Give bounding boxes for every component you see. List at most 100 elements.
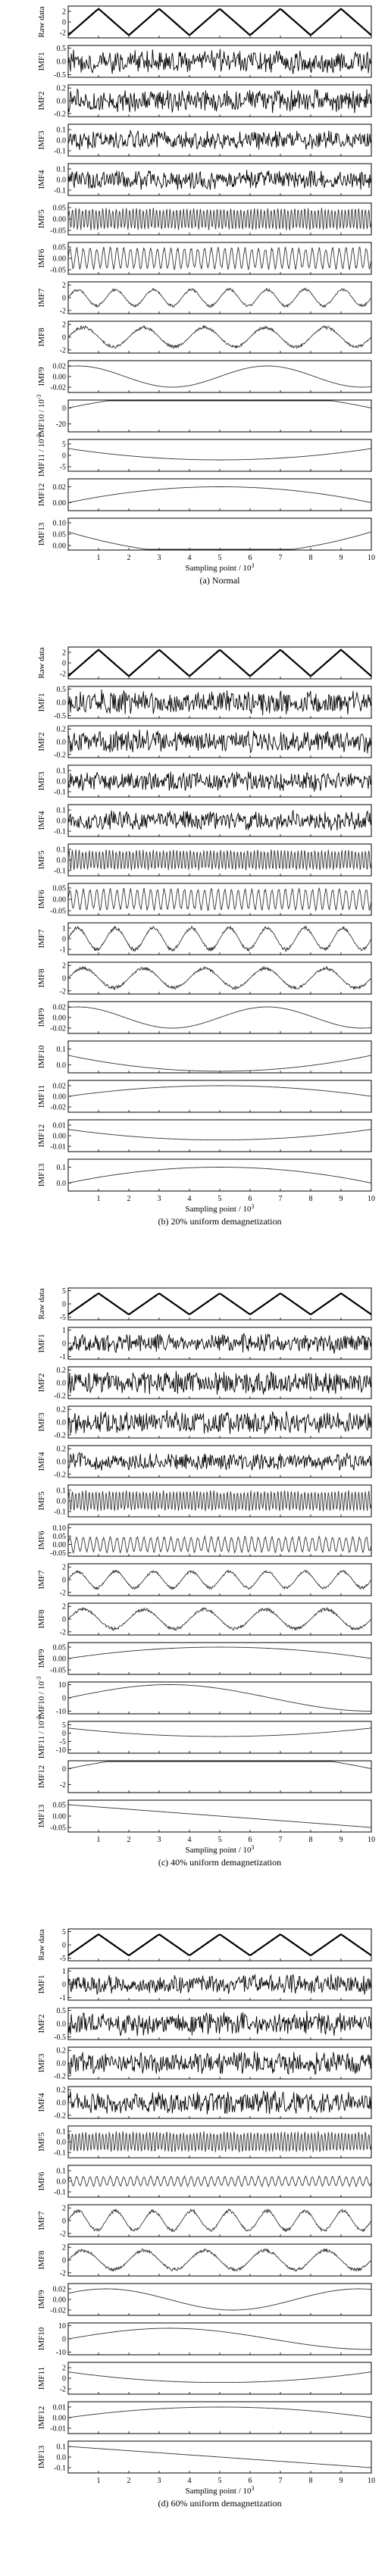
- panel-label: IMF4: [37, 811, 46, 830]
- y-tick-label: 0.1: [57, 1046, 67, 1054]
- y-tick-label: 0.05: [53, 205, 67, 213]
- x-tick-label: 6: [249, 1195, 252, 1203]
- y-tick-label: 0: [62, 2257, 66, 2265]
- panel-imf5: 0.1 0.0 -0.1 IMF5: [37, 1484, 372, 1518]
- panel-imf3: 0.2 0.0 -0.2 IMF3: [37, 2046, 372, 2080]
- y-tick-label: -0.1: [54, 868, 66, 876]
- signal-line: [67, 887, 372, 912]
- panel-label: IMF10 / 10-3: [36, 395, 47, 438]
- y-tick-label: -20: [56, 420, 66, 429]
- x-tick-label: 9: [340, 2477, 343, 2485]
- panel-frame: [67, 2007, 372, 2040]
- y-tick-label: -0.05: [50, 267, 66, 275]
- y-tick-label: 0.2: [57, 2087, 67, 2095]
- signal-line: [67, 245, 372, 271]
- y-tick-label: 0.1: [57, 1164, 67, 1172]
- y-tick-label: 0.0: [57, 1419, 67, 1427]
- y-tick-label: 0.00: [53, 1541, 67, 1549]
- panel-label: IMF9: [37, 2290, 46, 2309]
- panel-frame: [67, 1760, 372, 1793]
- signal-line: [67, 48, 372, 74]
- y-tick-label: -0.1: [54, 2465, 66, 2473]
- signal-line: [67, 170, 372, 190]
- y-tick-label: -0.1: [54, 828, 66, 836]
- panel-label: IMF9: [37, 1008, 46, 1027]
- signal-line: [67, 1333, 372, 1354]
- signal-line: [67, 2248, 372, 2272]
- subfigure-caption: (d) 60% uniform demagnetization: [158, 2498, 282, 2509]
- y-tick-label: 0.2: [57, 85, 67, 93]
- panel-label: IMF7: [37, 2211, 46, 2231]
- y-tick-label: 0.0: [57, 2139, 67, 2147]
- y-tick-label: 0: [62, 975, 66, 983]
- x-tick-label: 3: [158, 2477, 161, 2485]
- panel-imf10: 10 0 -10 IMF10: [37, 2322, 372, 2357]
- y-tick-label: 0.05: [53, 244, 67, 252]
- y-tick-label: -5: [60, 1738, 66, 1746]
- y-tick-label: 0.00: [53, 1133, 67, 1141]
- y-tick-label: 2: [62, 282, 66, 290]
- panel-label: IMF10 / 10-3: [36, 1677, 47, 1720]
- y-tick-label: 0.2: [57, 1406, 67, 1415]
- signal-line: [67, 1646, 372, 1659]
- panel-label: IMF8: [37, 327, 46, 347]
- y-tick-label: 0.05: [53, 531, 67, 539]
- panel-label: IMF11: [37, 2367, 46, 2390]
- signal-line: [67, 2090, 372, 2115]
- subfigure-caption: (c) 40% uniform demagnetization: [158, 1857, 281, 1868]
- y-tick-label: 0: [62, 2218, 66, 2226]
- panel-label: IMF5: [37, 2132, 46, 2152]
- y-tick-label: 0: [62, 936, 66, 944]
- subfigure-b: 2 0 -2 Raw data 0.5 0.0 -0.5 IMF1 0.2 0.0 -0.2 IMF2…: [37, 646, 375, 1227]
- y-tick-label: 10: [58, 2322, 66, 2331]
- panel-imf13: 0.1 0.0 IMF13: [37, 1158, 372, 1192]
- panel-imf4: 0.1 0.0 -0.1 IMF4: [37, 804, 372, 837]
- panel-label: IMF4: [37, 1452, 46, 1471]
- y-tick-label: 0: [62, 1577, 66, 1585]
- panel-imf8: 2 0 -2 IMF8: [37, 1602, 372, 1637]
- panel-frame: [67, 439, 372, 472]
- panel-label: IMF12: [37, 1765, 46, 1789]
- panel-label: IMF1: [37, 1333, 46, 1352]
- y-tick-label: 0.0: [57, 818, 67, 826]
- panel-frame: [67, 1119, 372, 1152]
- y-tick-label: 0.00: [53, 1014, 67, 1023]
- x-tick-label: 10: [368, 1836, 375, 1844]
- signal-line: [67, 324, 372, 350]
- signal-line: [67, 88, 372, 114]
- signal-line: [67, 2011, 372, 2037]
- y-tick-label: 0: [62, 19, 66, 27]
- panel-label: IMF9: [37, 1649, 46, 1668]
- panel-imf10-10: 0 -20 IMF10 / 10-3: [36, 395, 372, 438]
- y-tick-label: 0.00: [53, 2296, 67, 2305]
- y-tick-label: 0.00: [53, 255, 67, 264]
- y-tick-label: -2: [60, 30, 66, 38]
- signal-line: [67, 2288, 372, 2311]
- panel-label: Raw data: [37, 1288, 46, 1319]
- panel-imf5: 0.1 0.0 -0.1 IMF5: [37, 843, 372, 877]
- x-tick-label: 4: [188, 1195, 192, 1203]
- panel-label: IMF5: [37, 850, 46, 870]
- panel-raw-data: 5 0 -5 Raw data: [37, 1287, 372, 1322]
- panel-imf3: 0.2 0.0 -0.2 IMF3: [37, 1405, 372, 1440]
- y-tick-label: 0.0: [57, 58, 67, 67]
- y-tick-label: 0.0: [57, 1061, 67, 1070]
- signal-line: [67, 1534, 372, 1555]
- panel-label: IMF1: [37, 52, 46, 70]
- x-tick-label: 3: [158, 1195, 161, 1203]
- panel-label: IMF13: [37, 1163, 46, 1186]
- y-tick-label: -0.1: [54, 1508, 66, 1517]
- y-tick-label: 0: [62, 1942, 66, 1950]
- y-tick-label: 0: [62, 1981, 66, 1990]
- y-tick-label: 2: [62, 649, 66, 658]
- panel-imf11-10: 5 0 -5 IMF11 / 10-3: [36, 434, 372, 477]
- panel-imf9: 0.02 0.00 -0.02 IMF9: [37, 1001, 372, 1034]
- panel-label: IMF1: [37, 692, 46, 711]
- y-tick-label: 0.0: [57, 177, 67, 185]
- x-tick-label: 7: [279, 1195, 283, 1203]
- signal-line: [67, 925, 372, 952]
- panel-imf12: 0.01 0.00 -0.01 IMF12: [37, 2401, 372, 2434]
- panel-imf12: 0 -2 IMF12: [37, 1760, 372, 1793]
- x-tick-label: 6: [249, 554, 252, 562]
